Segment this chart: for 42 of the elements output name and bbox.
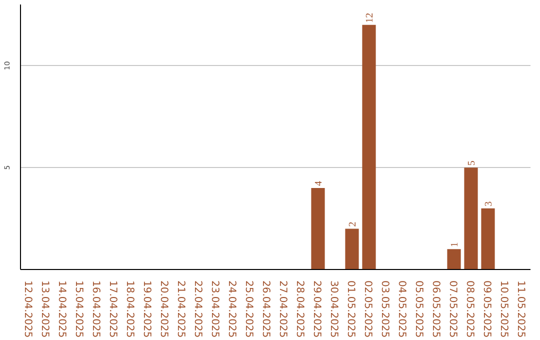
- x-tick-label: 18.04.2025: [124, 280, 135, 338]
- data-label: 4: [314, 180, 324, 186]
- x-tick-label: 07.05.2025: [447, 280, 458, 338]
- x-tick-label: 04.05.2025: [396, 280, 407, 338]
- bar: [311, 188, 325, 270]
- x-tick-label: 02.05.2025: [362, 280, 373, 338]
- bar: [447, 249, 461, 270]
- data-label: 1: [450, 242, 460, 248]
- x-tick-label: 15.04.2025: [73, 280, 84, 338]
- data-label: 12: [364, 12, 376, 23]
- bar: [345, 228, 359, 270]
- x-tick-label: 19.04.2025: [141, 280, 152, 338]
- x-tick-label: 03.05.2025: [379, 280, 390, 338]
- x-tick-label: 12.04.2025: [22, 280, 33, 338]
- x-tick-label: 16.04.2025: [90, 280, 101, 338]
- x-tick-label: 06.05.2025: [430, 280, 441, 338]
- x-tick-label: 25.04.2025: [243, 280, 254, 338]
- data-label: 3: [484, 201, 494, 206]
- x-tick-label: 21.04.2025: [175, 280, 186, 338]
- x-tick-label: 10.05.2025: [498, 280, 509, 338]
- x-tick-label: 26.04.2025: [260, 280, 271, 338]
- x-tick-label: 05.05.2025: [413, 280, 424, 338]
- x-tick-label: 09.05.2025: [481, 280, 492, 338]
- x-tick-label: 23.04.2025: [209, 280, 220, 338]
- data-label: 2: [348, 222, 358, 227]
- bar: [362, 24, 376, 270]
- x-tick-label: 20.04.2025: [158, 280, 169, 338]
- x-tick-label: 22.04.2025: [192, 280, 203, 338]
- x-tick-label: 24.04.2025: [226, 280, 237, 338]
- x-tick-label: 30.04.2025: [328, 280, 339, 338]
- data-label: 5: [466, 160, 478, 166]
- x-tick-label: 13.04.2025: [39, 280, 50, 338]
- bar: [464, 168, 478, 270]
- x-tick-label: 27.04.2025: [277, 280, 288, 338]
- x-tick-label: 17.04.2025: [107, 280, 118, 338]
- x-tick-label: 14.04.2025: [56, 280, 67, 338]
- bar: [481, 208, 495, 270]
- x-tick-label: 01.05.2025: [345, 280, 356, 338]
- x-tick-label: 28.04.2025: [294, 280, 305, 338]
- x-tick-label: 08.05.2025: [464, 280, 475, 338]
- x-tick-label: 29.04.2025: [311, 280, 322, 338]
- x-tick-label: 11.05.2025: [515, 280, 526, 338]
